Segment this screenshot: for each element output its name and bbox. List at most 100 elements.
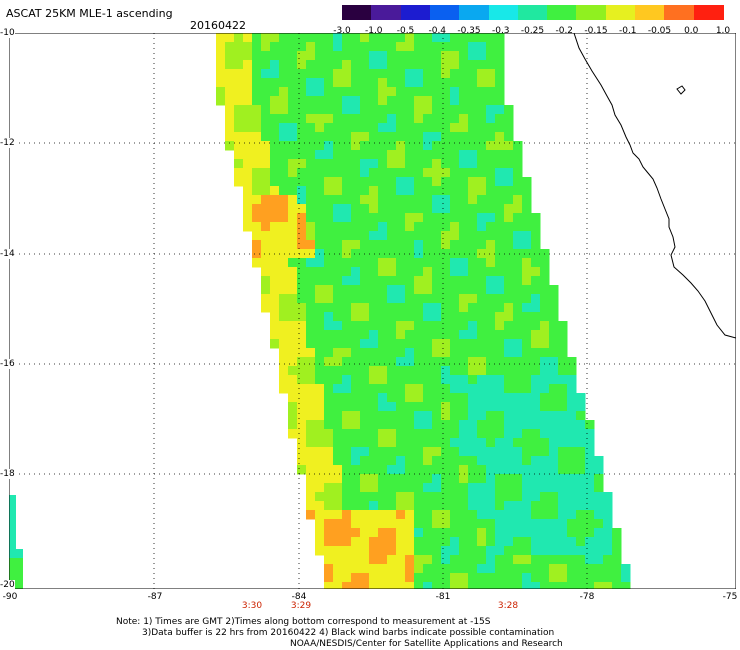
swath-cell xyxy=(396,51,406,61)
swath-cell xyxy=(297,348,307,358)
swath-cell xyxy=(504,276,514,286)
swath-cell xyxy=(414,222,424,232)
swath-cell xyxy=(477,483,487,493)
swath-cell xyxy=(450,168,460,178)
swath-cell xyxy=(504,411,514,421)
swath-cell xyxy=(315,519,325,529)
swath-cell xyxy=(387,123,397,133)
colorbar-tick-label: 1.0 xyxy=(715,26,731,36)
swath-cell xyxy=(495,573,505,583)
swath-cell xyxy=(306,69,316,79)
swath-cell xyxy=(594,555,604,565)
swath-cell xyxy=(324,249,334,259)
swath-cell xyxy=(324,375,334,385)
swath-cell xyxy=(495,159,505,169)
swath-cell xyxy=(378,519,388,529)
swath-cell xyxy=(405,573,415,583)
swath-cell xyxy=(252,96,262,106)
swath-cell xyxy=(531,393,541,403)
swath-cell xyxy=(387,555,397,565)
swath-cell xyxy=(558,330,568,340)
swath-cell xyxy=(414,42,424,52)
swath-cell xyxy=(477,510,487,520)
swath-cell xyxy=(378,285,388,295)
swath-cell xyxy=(378,132,388,142)
swath-cell xyxy=(342,96,352,106)
swath-cell xyxy=(405,330,415,340)
swath-cell xyxy=(540,510,550,520)
swath-cell xyxy=(567,393,577,403)
swath-cell xyxy=(306,159,316,169)
swath-cell xyxy=(423,474,433,484)
swath-cell xyxy=(513,519,523,529)
swath-cell xyxy=(333,285,343,295)
swath-cell xyxy=(540,582,550,589)
swath-cell xyxy=(549,555,559,565)
swath-cell xyxy=(360,33,370,43)
swath-cell xyxy=(234,123,244,133)
swath-cell xyxy=(270,96,280,106)
swath-cell xyxy=(405,231,415,241)
swath-cell xyxy=(423,141,433,151)
swath-cell xyxy=(324,465,334,475)
swath-cell xyxy=(621,564,631,574)
swath-cell xyxy=(459,105,469,115)
swath-cell xyxy=(495,213,505,223)
swath-cell xyxy=(225,141,235,151)
swath-cell xyxy=(567,555,577,565)
swath-cell xyxy=(432,330,442,340)
swath-cell xyxy=(342,366,352,376)
swath-cell xyxy=(396,294,406,304)
swath-cell xyxy=(504,105,514,115)
swath-cell xyxy=(234,42,244,52)
swath-cell xyxy=(522,510,532,520)
swath-cell xyxy=(405,519,415,529)
swath-cell xyxy=(504,357,514,367)
swath-cell xyxy=(513,258,523,268)
swath-cell xyxy=(342,78,352,88)
swath-cell xyxy=(450,546,460,556)
swath-cell xyxy=(306,222,316,232)
swath-cell xyxy=(351,33,361,43)
swath-cell xyxy=(369,60,379,70)
swath-cell xyxy=(441,213,451,223)
lon-label: -90 xyxy=(2,592,18,602)
swath-cell xyxy=(252,123,262,133)
swath-cell xyxy=(513,492,523,502)
swath-cell xyxy=(423,348,433,358)
swath-cell xyxy=(252,213,262,223)
swath-cell xyxy=(387,33,397,43)
swath-cell xyxy=(261,87,271,97)
swath-cell xyxy=(459,366,469,376)
swath-cell xyxy=(288,420,298,430)
swath-cell xyxy=(252,132,262,142)
swath-cell xyxy=(315,438,325,448)
swath-cell xyxy=(441,321,451,331)
swath-cell xyxy=(567,546,577,556)
swath-cell xyxy=(324,384,334,394)
swath-cell xyxy=(360,321,370,331)
swath-cell xyxy=(432,366,442,376)
swath-cell xyxy=(441,555,451,565)
swath-cell xyxy=(558,555,568,565)
swath-cell xyxy=(234,168,244,178)
swath-cell xyxy=(387,204,397,214)
swath-cell xyxy=(387,267,397,277)
swath-cell xyxy=(486,438,496,448)
swath-cell xyxy=(486,159,496,169)
swath-cell xyxy=(522,321,532,331)
swath-cell xyxy=(513,393,523,403)
swath-cell xyxy=(306,186,316,196)
swath-cell xyxy=(342,339,352,349)
swath-cell xyxy=(495,78,505,88)
swath-cell xyxy=(450,186,460,196)
swath-cell xyxy=(432,312,442,322)
swath-cell xyxy=(441,105,451,115)
swath-cell xyxy=(558,429,568,439)
swath-cell xyxy=(531,249,541,259)
swath-cell xyxy=(522,276,532,286)
swath-cell xyxy=(378,465,388,475)
swath-cell xyxy=(414,501,424,511)
swath-cell xyxy=(486,267,496,277)
swath-cell xyxy=(450,393,460,403)
